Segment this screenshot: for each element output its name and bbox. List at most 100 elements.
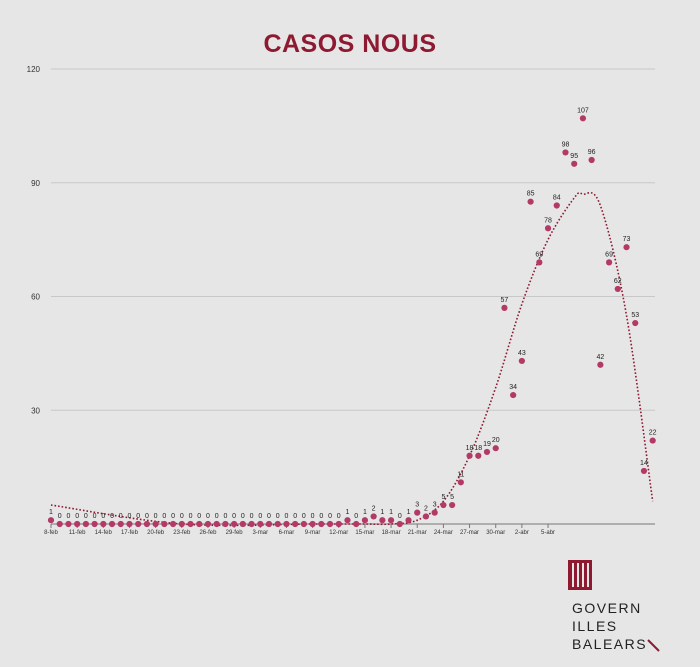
data-label: 0: [84, 513, 88, 520]
data-point: [135, 520, 142, 528]
data-point: [475, 452, 482, 459]
data-label: 42: [596, 354, 604, 361]
data-label: 0: [337, 513, 341, 520]
data-point: [501, 304, 508, 311]
grid-layer: [51, 68, 655, 525]
data-point: [169, 520, 177, 528]
x-tick-label-23-feb: 23-feb: [173, 530, 191, 536]
data-label: 0: [328, 513, 332, 520]
data-point: [187, 520, 194, 528]
data-label: 0: [354, 513, 358, 520]
data-label: 43: [518, 350, 526, 357]
data-label: 0: [223, 513, 227, 520]
data-point: [483, 448, 491, 456]
data-label: 1: [49, 509, 53, 516]
data-point: [623, 244, 630, 251]
data-point: [361, 517, 369, 524]
logo-line-1: GOVERN: [572, 600, 642, 616]
x-tick-label-3-mar: 3-mar: [252, 530, 268, 536]
data-label: 0: [66, 513, 70, 520]
data-point: [370, 513, 377, 520]
data-point: [422, 513, 430, 520]
data-label: 0: [311, 513, 315, 520]
data-point: [196, 520, 203, 528]
data-point: [74, 520, 81, 528]
data-point: [431, 509, 438, 516]
data-label: 0: [162, 513, 166, 520]
data-point: [178, 520, 185, 528]
y-tick-label-60: 60: [31, 293, 40, 302]
x-tick-label-15-mar: 15-mar: [355, 530, 374, 536]
data-point: [344, 517, 351, 524]
data-label: 1: [346, 509, 350, 516]
data-point: [143, 520, 151, 528]
data-label: 14: [640, 460, 648, 467]
data-point: [108, 520, 116, 528]
data-label: 0: [145, 513, 149, 520]
data-point: [544, 225, 552, 232]
data-point: [326, 520, 334, 528]
data-label: 18: [474, 445, 482, 452]
data-label: 5: [441, 494, 445, 501]
data-label: 0: [250, 513, 254, 520]
data-point: [536, 259, 543, 266]
data-label: 95: [570, 153, 578, 160]
data-label: 18: [466, 445, 474, 452]
data-label: 0: [75, 513, 79, 520]
y-tick-label-120: 120: [27, 65, 41, 74]
y-tick-label-90: 90: [31, 179, 40, 188]
x-tick-label-2-abr: 2-abr: [515, 530, 529, 536]
data-point: [379, 517, 386, 524]
logo-line-3: BALEARS: [572, 636, 648, 652]
data-point: [318, 520, 325, 528]
data-point: [126, 520, 133, 528]
govern-illes-balears-logo: GOVERN ILLES BALEARS: [566, 560, 676, 660]
data-label: 0: [119, 513, 123, 520]
data-label: 0: [302, 513, 306, 520]
data-point: [161, 520, 168, 528]
data-point: [614, 285, 621, 293]
data-label: 0: [319, 513, 323, 520]
x-tick-label-27-mar: 27-mar: [460, 530, 479, 536]
data-label: 0: [93, 513, 97, 520]
data-point: [117, 520, 124, 528]
data-point: [91, 520, 98, 528]
x-tick-label-9-mar: 9-mar: [305, 530, 321, 536]
data-point: [274, 520, 281, 528]
data-point: [405, 517, 412, 524]
x-tick-label-8-feb: 8-feb: [44, 530, 58, 536]
data-point: [204, 520, 212, 528]
data-point: [47, 517, 55, 524]
data-label: 0: [58, 513, 62, 520]
x-tick-label-18-mar: 18-mar: [382, 530, 401, 536]
data-point: [579, 115, 587, 122]
data-point: [527, 198, 534, 205]
data-label: 96: [588, 149, 596, 156]
data-point: [257, 520, 264, 528]
data-point: [387, 517, 395, 524]
data-point: [309, 520, 316, 528]
data-label: 0: [189, 513, 193, 520]
x-tick-label-12-mar: 12-mar: [329, 530, 348, 536]
data-point: [562, 149, 569, 156]
x-tick-label-5-abr: 5-abr: [541, 530, 555, 536]
data-point: [231, 520, 238, 528]
data-point: [248, 520, 255, 528]
data-label: 0: [180, 513, 184, 520]
data-point: [414, 509, 421, 516]
data-point: [588, 156, 595, 164]
x-tick-label-11-feb: 11-feb: [69, 530, 86, 536]
data-label: 0: [267, 513, 271, 520]
data-point: [571, 160, 578, 167]
data-label: 2: [372, 505, 376, 512]
data-point: [440, 501, 447, 509]
x-tick-label-20-feb: 20-feb: [147, 530, 165, 536]
x-tick-label-29-feb: 29-feb: [226, 530, 244, 536]
data-label: 0: [293, 513, 297, 520]
x-tick-label-17-feb: 17-feb: [121, 530, 139, 536]
data-label: 53: [631, 312, 639, 319]
data-label: 0: [241, 513, 245, 520]
y-tick-label-30: 30: [31, 406, 40, 415]
data-point: [449, 501, 456, 509]
